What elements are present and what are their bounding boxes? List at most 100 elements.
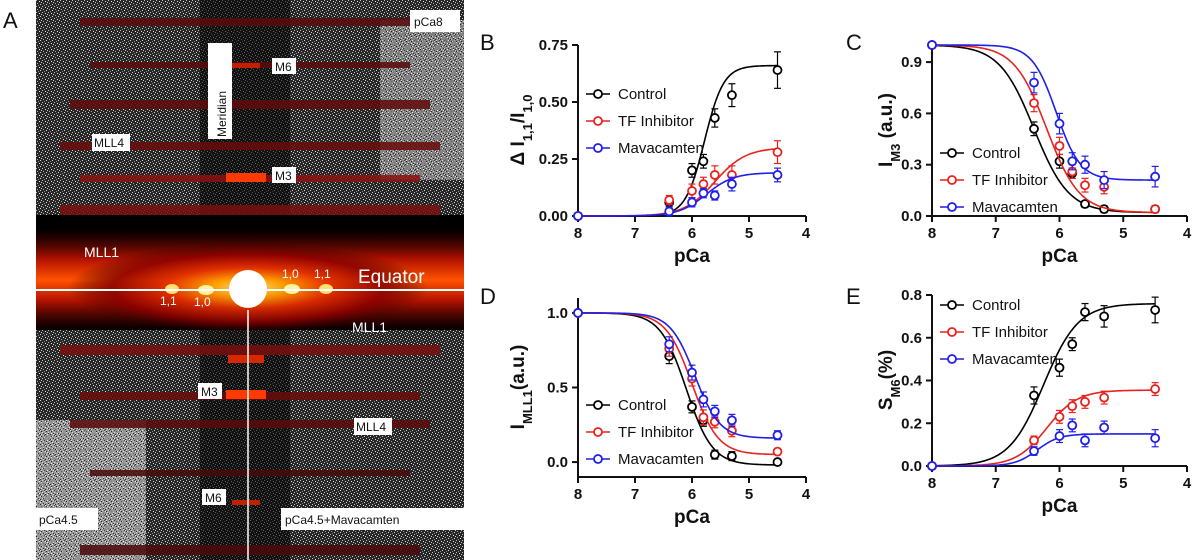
svg-text:MLL4: MLL4 [94,136,124,150]
data-point [727,415,737,426]
data-point [1029,123,1039,134]
data-point [772,147,783,158]
data-point [1054,411,1065,422]
legend: Control TF Inhibitor Mavacamten [940,145,1058,216]
y-tick-label: 0.9 [901,54,922,71]
data-point [664,206,675,217]
fit-curve-mavacamten [931,44,1156,181]
label-equator: Equator [358,267,425,288]
series-control [573,51,783,221]
data-point [1080,180,1090,191]
y-tick-label: 1.0 [547,305,568,322]
x-axis-label: pCa [1042,246,1078,267]
legend-marker-tf-inhibitor [947,327,957,337]
data-point [1029,390,1039,401]
data-point [687,367,697,378]
data-point [709,449,720,460]
x-tick-label: 4 [802,225,811,242]
data-point [1099,392,1110,403]
data-point [1029,435,1039,446]
legend-label-tf-inhibitor: TF Inhibitor [618,424,694,441]
data-point [573,211,583,221]
legend: Control TF Inhibitor Mavacamten [586,397,704,468]
data-point [698,394,709,405]
legend-marker-mavacamten [593,454,603,464]
data-point [1054,431,1065,441]
legend-label-control: Control [618,86,666,103]
data-point [1080,159,1090,170]
y-tick-label: 0.0 [901,458,922,475]
legend-marker-mavacamten [947,354,957,364]
label-r11-right: 1,1 [314,267,331,281]
label-m3-bottom: M3 [198,383,222,399]
fit-curve-control [577,312,778,466]
data-point [687,197,697,208]
data-point [1029,98,1039,109]
label-meridian: Meridian [208,43,232,139]
y-tick-label: 0.75 [539,37,568,54]
x-axis-label: pCa [1042,496,1078,517]
x-axis-label: pCa [674,246,710,267]
data-point [927,40,937,50]
x-tick-label: 8 [574,486,582,503]
y-tick-label: 0.0 [547,454,568,471]
fit-curve-mavacamten [578,312,778,439]
y-tick-label: 0.3 [901,157,922,174]
svg-text:M3: M3 [201,385,218,399]
label-mll4-top: MLL4 [92,134,130,151]
label-pca8: pCa8 [410,10,460,32]
label-mll1-left: MLL1 [84,244,119,260]
label-pca45-mavacamten: pCa4.5+Mavacamten [281,508,464,530]
data-point [772,457,783,467]
legend-marker-tf-inhibitor [593,116,603,126]
svg-text:MLL4: MLL4 [356,420,386,434]
panel-label-a: A [3,8,18,33]
data-point [1067,156,1078,167]
data-point [772,446,783,457]
series-control [927,296,1161,471]
x-tick-label: 5 [745,486,753,503]
data-point [698,412,709,423]
chart-c-im3: 8 7 6 5 4 0.0 0.3 0.6 0.9 pCa IM3 (a.u.) Control TF … [876,40,1192,267]
data-point [1150,305,1161,315]
series-mavacamten [927,418,1161,471]
series-mavacamten [927,40,1161,190]
data-point [698,188,709,199]
panel-label-b: B [480,30,495,55]
y-tick-label: 0.25 [539,151,568,168]
meridional-reflections [226,63,266,505]
legend: Control TF Inhibitor Mavacamten [940,297,1058,368]
svg-text:M6: M6 [205,491,222,505]
x-tick-label: 7 [992,225,1000,242]
legend-marker-control [947,148,957,158]
svg-text:Meridian: Meridian [215,91,229,137]
data-point [664,195,675,205]
x-tick-label: 7 [631,225,639,242]
panel-label-d: D [480,284,496,309]
data-point [1150,171,1161,182]
data-point [709,190,720,201]
legend-marker-control [593,400,603,410]
x-tick-label: 7 [631,486,639,503]
fit-curve-mavacamten [578,172,778,217]
y-tick-label: 0.0 [901,208,922,225]
data-point [1099,175,1110,185]
y-tick-label: 0.00 [539,208,568,225]
data-point [1080,307,1090,318]
svg-text:pCa4.5: pCa4.5 [39,513,78,527]
data-point [1067,420,1078,431]
fit-curve-tf-inhibitor [931,389,1156,467]
data-point [927,461,937,471]
data-point [687,401,697,412]
xray-panel: pCa8 Meridian M6 MLL4 M3 MLL1 Equator 1,… [36,0,464,560]
y-tick-label: 0.50 [539,94,568,111]
x-tick-label: 8 [928,225,936,242]
legend-label-mavacamten: Mavacamten [618,451,704,468]
y-tick-label: 0.6 [901,105,922,122]
data-point [772,170,783,180]
data-point [1080,199,1090,209]
legend-label-control: Control [618,397,666,414]
x-axis-label: pCa [674,507,710,528]
data-point [1067,339,1078,350]
